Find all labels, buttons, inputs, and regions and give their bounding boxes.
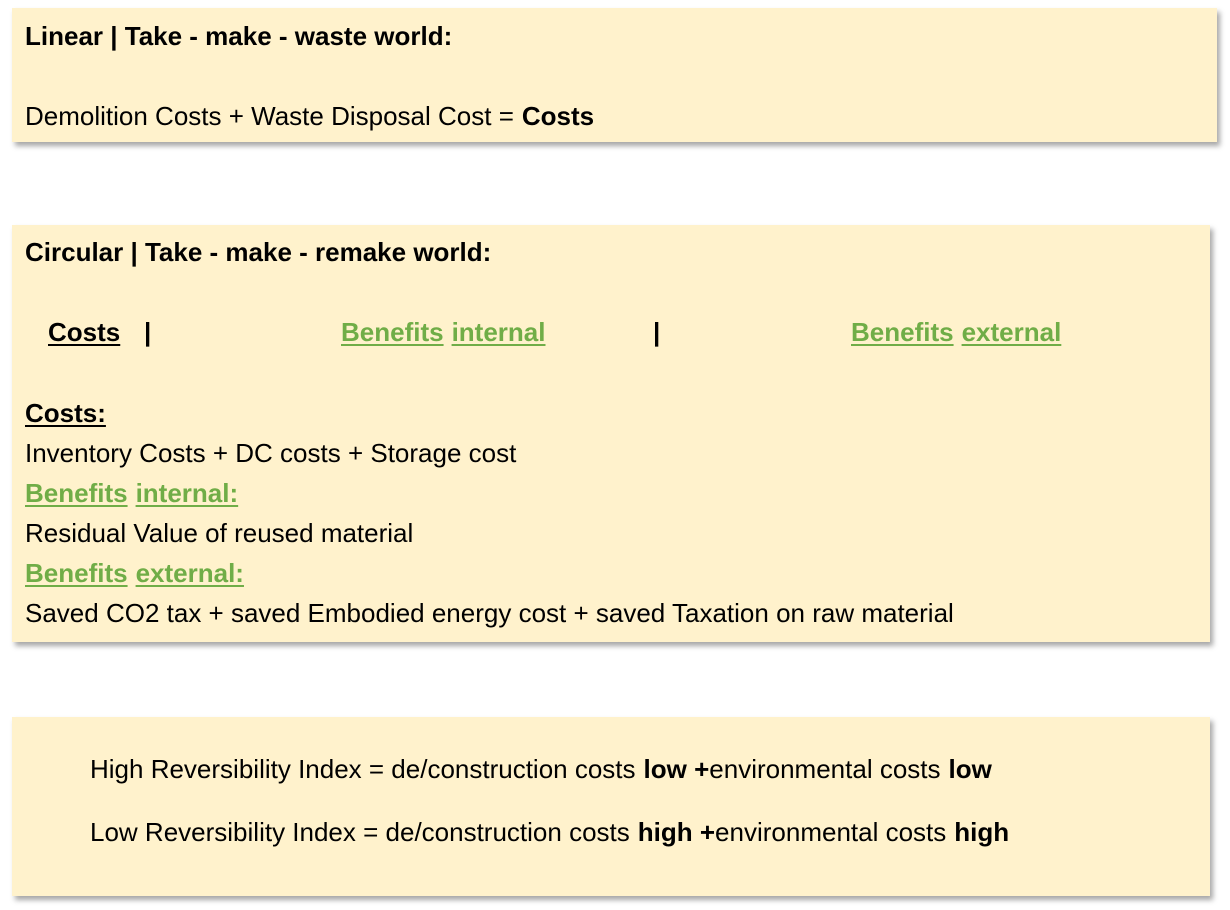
circular-title: Circular | Take - make - remake world: <box>25 237 492 267</box>
section-heading: Costs: <box>25 398 106 428</box>
formula-result: Costs <box>521 101 595 131</box>
index-line: Low Reversibility Index = de/constructio… <box>90 817 1009 847</box>
header-word: Benefits <box>851 317 954 347</box>
index-line: High Reversibility Index = de/constructi… <box>90 754 992 784</box>
heading-word: external: <box>135 558 244 588</box>
index-box: High Reversibility Index = de/constructi… <box>12 717 1210 896</box>
section-heading: Benefits external: <box>25 558 244 588</box>
index-level: low <box>948 754 992 784</box>
heading-word: Benefits <box>25 558 128 588</box>
index-level: high + <box>637 817 716 847</box>
index-level: high <box>954 817 1010 847</box>
index-level: low + <box>643 754 710 784</box>
linear-title: Linear | Take - make - waste world: <box>25 21 453 51</box>
index-text: High Reversibility Index = de/constructi… <box>90 754 636 784</box>
heading-word: internal: <box>135 478 239 508</box>
header-separator: | <box>653 317 661 347</box>
circular-box: Circular | Take - make - remake world: C… <box>12 225 1210 642</box>
linear-box: Linear | Take - make - waste world: Demo… <box>12 8 1217 142</box>
header-word: external <box>961 317 1062 347</box>
formula-text: Demolition Costs + Waste Disposal Cost = <box>25 101 514 131</box>
index-text: Low Reversibility Index = de/constructio… <box>90 817 630 847</box>
header-word: Benefits <box>341 317 444 347</box>
heading-word: Benefits <box>25 478 128 508</box>
index-text: environmental costs <box>709 754 941 784</box>
header-costs: Costs <box>48 317 121 347</box>
section-text: Saved CO2 tax + saved Embodied energy co… <box>25 598 954 628</box>
section-text: Inventory Costs + DC costs + Storage cos… <box>25 438 517 468</box>
index-text: environmental costs <box>715 817 947 847</box>
header-separator: | <box>144 317 152 347</box>
section-text: Residual Value of reused material <box>25 518 414 548</box>
header-benefits-internal: Benefits internal <box>341 317 546 347</box>
section-heading: Benefits internal: <box>25 478 238 508</box>
linear-formula: Demolition Costs + Waste Disposal Cost =… <box>25 101 594 131</box>
header-benefits-external: Benefits external <box>851 317 1061 347</box>
header-word: internal <box>451 317 546 347</box>
